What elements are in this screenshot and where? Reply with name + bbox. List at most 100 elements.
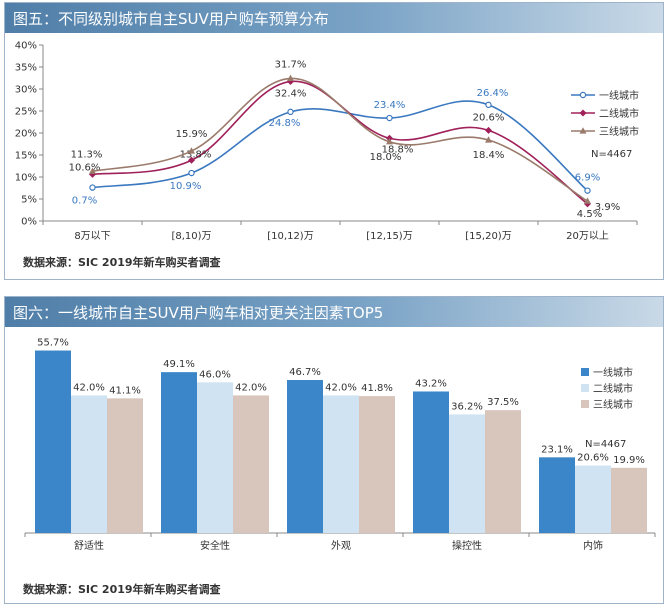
data-point	[89, 184, 96, 191]
y-tick-label: 20%	[15, 129, 37, 140]
bar	[359, 396, 395, 533]
y-tick-label: 25%	[15, 107, 37, 118]
data-label: 20.6%	[473, 112, 505, 123]
data-label: 24.8%	[269, 118, 301, 129]
data-label: 32.4%	[275, 88, 307, 99]
bar	[575, 465, 611, 533]
bar	[611, 467, 647, 533]
y-tick-label: 40%	[15, 41, 37, 52]
x-tick-label: [8,10)万	[171, 231, 211, 242]
data-point	[188, 156, 195, 164]
bar-value-label: 19.9%	[613, 455, 645, 466]
bar-value-label: 37.5%	[487, 397, 519, 408]
bar	[485, 410, 521, 533]
x-tick-label: [10,12)万	[267, 231, 313, 242]
data-label: 10.6%	[69, 162, 101, 173]
bar-value-label: 43.2%	[415, 378, 447, 389]
x-tick-label: 20万以上	[566, 230, 609, 242]
x-tick-label: 内饰	[583, 539, 603, 552]
bar-value-label: 49.1%	[163, 359, 195, 370]
legend-marker	[579, 127, 587, 134]
y-tick-label: 35%	[15, 63, 37, 74]
sample-size-note: N=4467	[585, 439, 626, 450]
data-point	[485, 126, 492, 134]
legend-label: 二线城市	[599, 107, 639, 120]
line-chart-panel: 图五：不同级别城市自主SUV用户购车预算分布 0% 5% 10% 15% 20% 25% 3…	[4, 2, 664, 280]
data-label: 31.7%	[275, 60, 307, 71]
bar-value-label: 42.0%	[325, 382, 357, 393]
series-line	[92, 100, 589, 192]
bar	[35, 350, 71, 533]
data-point	[89, 167, 96, 174]
chart-header: 图六：一线城市自主SUV用户购车相对更关注因素TOP5	[5, 297, 663, 327]
x-tick-label: 操控性	[452, 539, 482, 552]
sample-size-note: N=4467	[591, 149, 632, 160]
data-point	[188, 169, 195, 177]
bar-value-label: 23.1%	[541, 444, 573, 455]
legend-marker	[579, 91, 587, 99]
chart-title: 图五：不同级别城市自主SUV用户购车预算分布	[13, 10, 329, 28]
data-label: 0.7%	[72, 196, 97, 207]
x-tick-label: [15,20)万	[465, 231, 511, 242]
bar	[287, 380, 323, 533]
legend-label: 三线城市	[593, 398, 633, 411]
legend-swatch	[581, 368, 589, 376]
bar	[449, 414, 485, 533]
bar	[107, 398, 143, 533]
y-tick-label: 5%	[21, 195, 37, 206]
bar	[197, 382, 233, 533]
legend-label: 一线城市	[599, 89, 639, 102]
bar-value-label: 36.2%	[451, 401, 483, 412]
x-tick-label: 8万以下	[74, 231, 110, 242]
y-tick-label: 10%	[15, 173, 37, 184]
bar-chart: 55.7% 42.0% 41.1% 舒适性 49.1% 46.0% 42.0% 安全性 46.7…	[24, 338, 656, 552]
bar-value-label: 41.1%	[109, 385, 141, 396]
chart-title: 图六：一线城市自主SUV用户购车相对更关注因素TOP5	[13, 304, 384, 322]
data-point	[287, 108, 294, 116]
legend-marker	[579, 109, 587, 117]
data-source: 数据来源：SIC 2019年新车购买者调查	[23, 256, 221, 269]
data-label: 6.9%	[575, 173, 600, 184]
data-label: 18.4%	[473, 150, 505, 161]
bar-value-label: 20.6%	[577, 453, 609, 464]
y-tick-label: 30%	[15, 85, 37, 96]
bar	[71, 395, 107, 533]
y-tick-label: 15%	[15, 151, 37, 162]
x-tick-label: 外观	[331, 540, 351, 552]
bar	[539, 457, 575, 533]
legend-label: 一线城市	[593, 366, 633, 379]
bar	[233, 395, 269, 533]
data-label: 3.9%	[595, 202, 620, 213]
legend-swatch	[581, 400, 589, 408]
data-label: 15.9%	[176, 129, 208, 140]
chart-header: 图五：不同级别城市自主SUV用户购车预算分布	[5, 3, 663, 33]
data-point	[287, 74, 294, 82]
bar-value-label: 46.7%	[289, 367, 321, 378]
data-label: 18.8%	[382, 144, 414, 155]
data-point	[584, 187, 591, 194]
bar-value-label: 42.0%	[73, 382, 105, 393]
data-label: 23.4%	[374, 100, 406, 111]
bar	[323, 395, 359, 533]
bar	[161, 372, 197, 533]
bar-value-label: 42.0%	[235, 382, 267, 393]
bar-value-label: 41.8%	[361, 383, 393, 394]
data-point	[584, 197, 591, 204]
data-label: 10.9%	[170, 181, 202, 192]
series-line	[92, 77, 588, 202]
data-label: 26.4%	[477, 88, 509, 99]
legend-swatch	[581, 384, 589, 392]
data-point	[386, 138, 393, 145]
data-point	[485, 101, 492, 109]
legend-label: 三线城市	[599, 125, 639, 138]
data-label: 4.5%	[577, 209, 602, 220]
bar-value-label: 55.7%	[37, 338, 69, 349]
data-point	[188, 147, 195, 154]
data-point	[386, 114, 393, 122]
bar	[413, 391, 449, 533]
series-line	[92, 80, 588, 205]
bar-chart-panel: 图六：一线城市自主SUV用户购车相对更关注因素TOP5 55.7% 42.0% 41…	[4, 296, 664, 604]
data-label: 18.0%	[370, 152, 402, 163]
bar-value-label: 46.0%	[199, 369, 231, 380]
line-chart: 0% 5% 10% 15% 20% 25% 30% 35% 40% 8万以下 [8,10)万 [10,…	[15, 41, 639, 243]
